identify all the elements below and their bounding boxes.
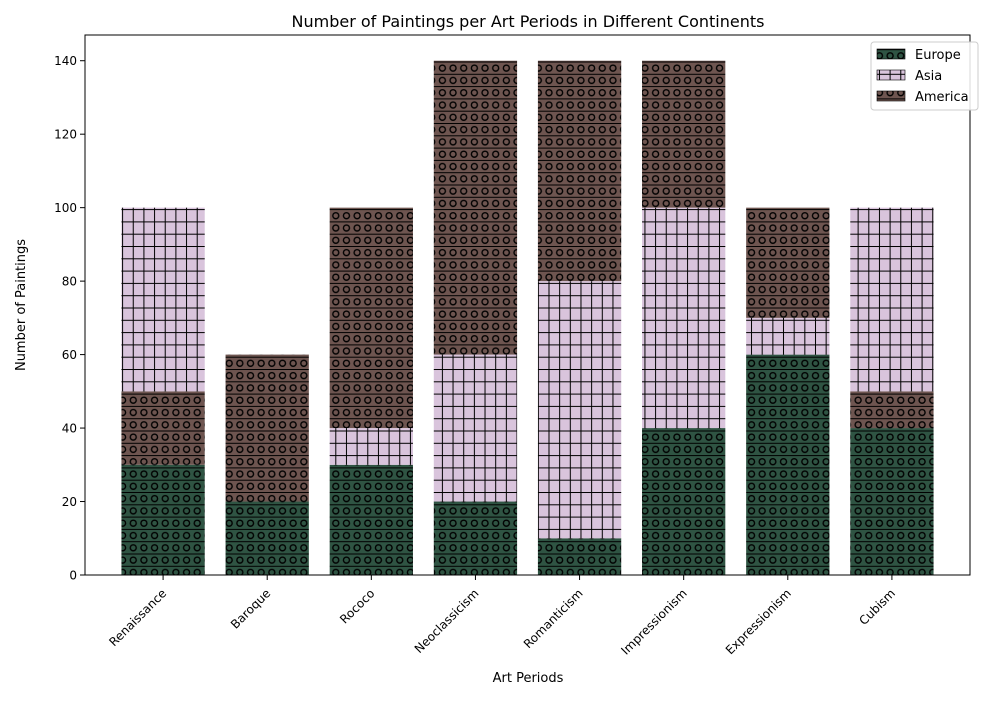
x-tick-label: Romanticism [521, 586, 586, 651]
x-tick-label: Renaissance [106, 586, 169, 649]
x-axis-label: Art Periods [493, 671, 564, 686]
plot-frame [84, 34, 971, 576]
bar-cubism-america [850, 391, 934, 429]
legend-label-europe: Europe [915, 48, 961, 63]
y-tick-label: 100 [54, 201, 77, 215]
y-tick-label: 40 [62, 422, 77, 436]
bar-expressionism-europe [746, 354, 830, 575]
bar-impressionism-asia [642, 207, 726, 429]
x-tick-label: Expressionism [723, 586, 794, 657]
bar-renaissance-europe [121, 464, 205, 575]
bar-rococo-america [329, 207, 413, 429]
bar-impressionism-europe [642, 428, 726, 575]
y-tick-label: 60 [62, 348, 77, 362]
bar-romanticism-europe [537, 538, 622, 575]
bar-rococo-asia [329, 428, 413, 465]
x-tick-label: Baroque [228, 586, 273, 631]
bar-baroque-america [225, 354, 309, 502]
bar-cubism-asia [850, 207, 934, 392]
bar-expressionism-america [746, 207, 830, 318]
y-tick-label: 140 [54, 54, 77, 68]
x-tick-label: Impressionism [618, 586, 689, 657]
bar-renaissance-america [121, 391, 205, 465]
bar-neoclassicism-america [433, 60, 518, 355]
bar-cubism-europe [850, 428, 934, 575]
bar-renaissance-asia [121, 207, 205, 392]
y-tick-label: 0 [69, 569, 77, 583]
legend-swatch-america [876, 90, 906, 102]
legend-label-america: America [915, 90, 969, 105]
bar-romanticism-america [537, 60, 622, 282]
y-tick-label: 120 [54, 128, 77, 142]
bar-neoclassicism-asia [433, 354, 518, 502]
legend-swatch-asia [876, 69, 906, 81]
bar-baroque-europe [225, 501, 309, 575]
bar-expressionism-asia [746, 317, 830, 355]
legend-swatch-europe [876, 48, 906, 60]
legend: Europe Asia America [870, 41, 979, 111]
y-axis-label: Number of Paintings [14, 239, 29, 371]
y-tick-label: 20 [62, 495, 77, 509]
bar-romanticism-asia [537, 281, 622, 539]
legend-label-asia: Asia [915, 69, 942, 84]
chart-title: Number of Paintings per Art Periods in D… [292, 12, 765, 31]
bar-neoclassicism-europe [433, 501, 518, 575]
x-tick-label: Neoclassicism [412, 586, 482, 656]
y-tick-label: 80 [62, 275, 77, 289]
bar-impressionism-america [642, 60, 726, 208]
bar-rococo-europe [329, 464, 413, 575]
bars-layer [121, 60, 934, 575]
x-tick-label: Rococo [337, 586, 377, 626]
x-tick-label: Cubism [856, 586, 898, 628]
